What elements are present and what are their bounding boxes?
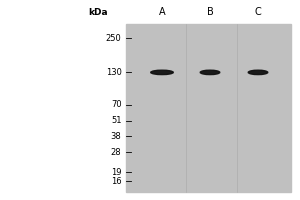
Text: 28: 28: [111, 148, 122, 157]
Text: 250: 250: [106, 34, 122, 43]
Text: 19: 19: [111, 168, 122, 177]
Text: B: B: [207, 7, 213, 17]
Text: 38: 38: [111, 132, 122, 141]
Ellipse shape: [151, 70, 173, 75]
Text: A: A: [159, 7, 165, 17]
Text: C: C: [255, 7, 261, 17]
Text: 130: 130: [106, 68, 122, 77]
Text: 51: 51: [111, 116, 122, 125]
Bar: [126, 24, 291, 192]
Text: kDa: kDa: [88, 8, 108, 17]
Ellipse shape: [248, 70, 268, 75]
Ellipse shape: [200, 70, 220, 75]
Text: 70: 70: [111, 100, 122, 109]
Text: 16: 16: [111, 177, 122, 186]
